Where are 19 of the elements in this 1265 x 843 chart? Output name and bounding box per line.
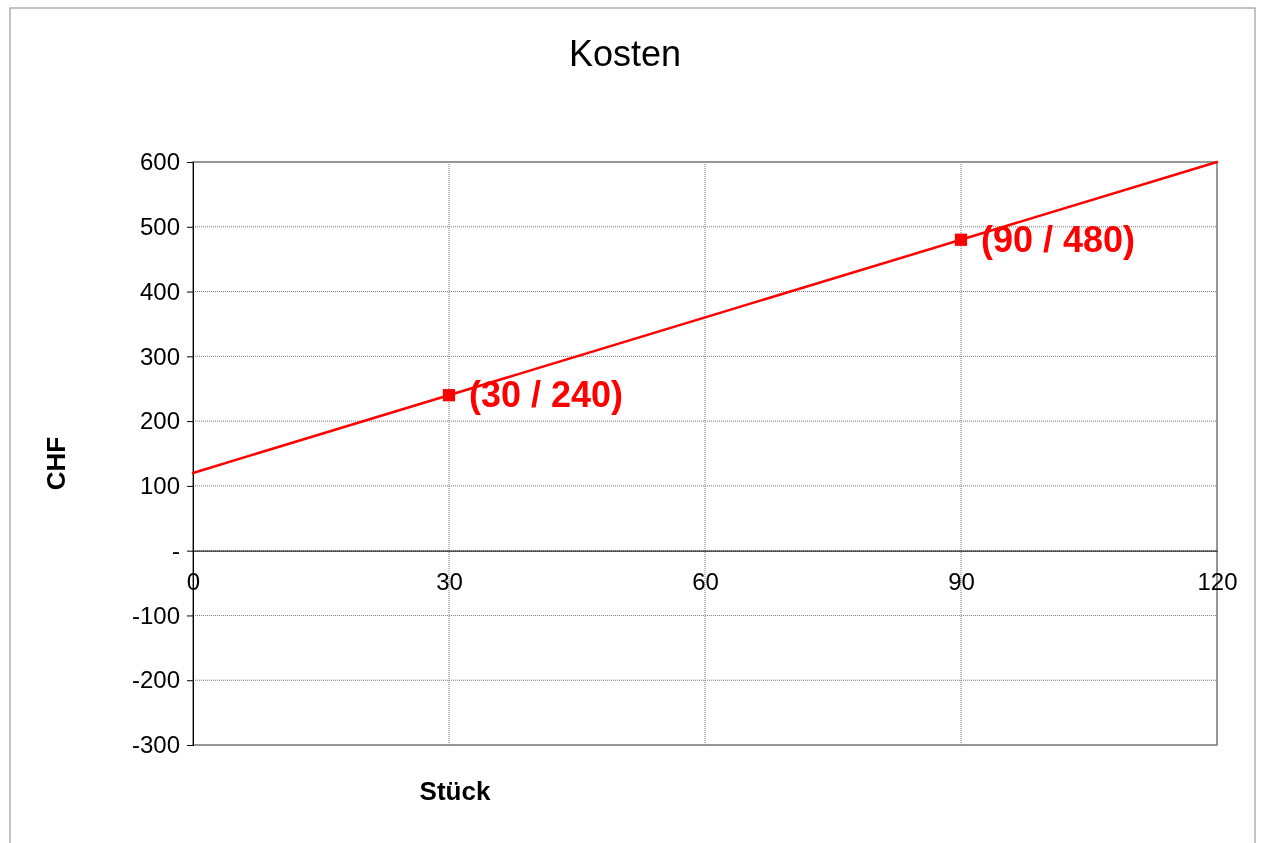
chart-title: Kosten (568, 33, 682, 74)
y-tick-label: -200 (131, 666, 180, 694)
y-tick-label: 600 (139, 148, 180, 176)
x-tick-label: 60 (692, 567, 719, 595)
y-tick-label: - (172, 536, 180, 564)
y-axis-title: CHF (41, 436, 71, 491)
x-tick-label: 90 (948, 567, 975, 595)
y-tick-label: -300 (131, 731, 180, 759)
y-tick-label: 400 (139, 277, 180, 305)
y-tick-label: 100 (139, 472, 180, 500)
y-tick-label: 300 (139, 342, 180, 370)
x-axis-title: Stück (419, 776, 491, 806)
annotation: (30 / 240) (469, 374, 624, 416)
y-tick-label: 200 (139, 407, 180, 435)
y-tick-label: 500 (139, 212, 180, 240)
y-tick-label: -100 (131, 601, 180, 629)
x-tick-label: 30 (436, 567, 463, 595)
x-tick-label: 120 (1197, 567, 1238, 595)
annotation: (90 / 480) (981, 218, 1136, 260)
